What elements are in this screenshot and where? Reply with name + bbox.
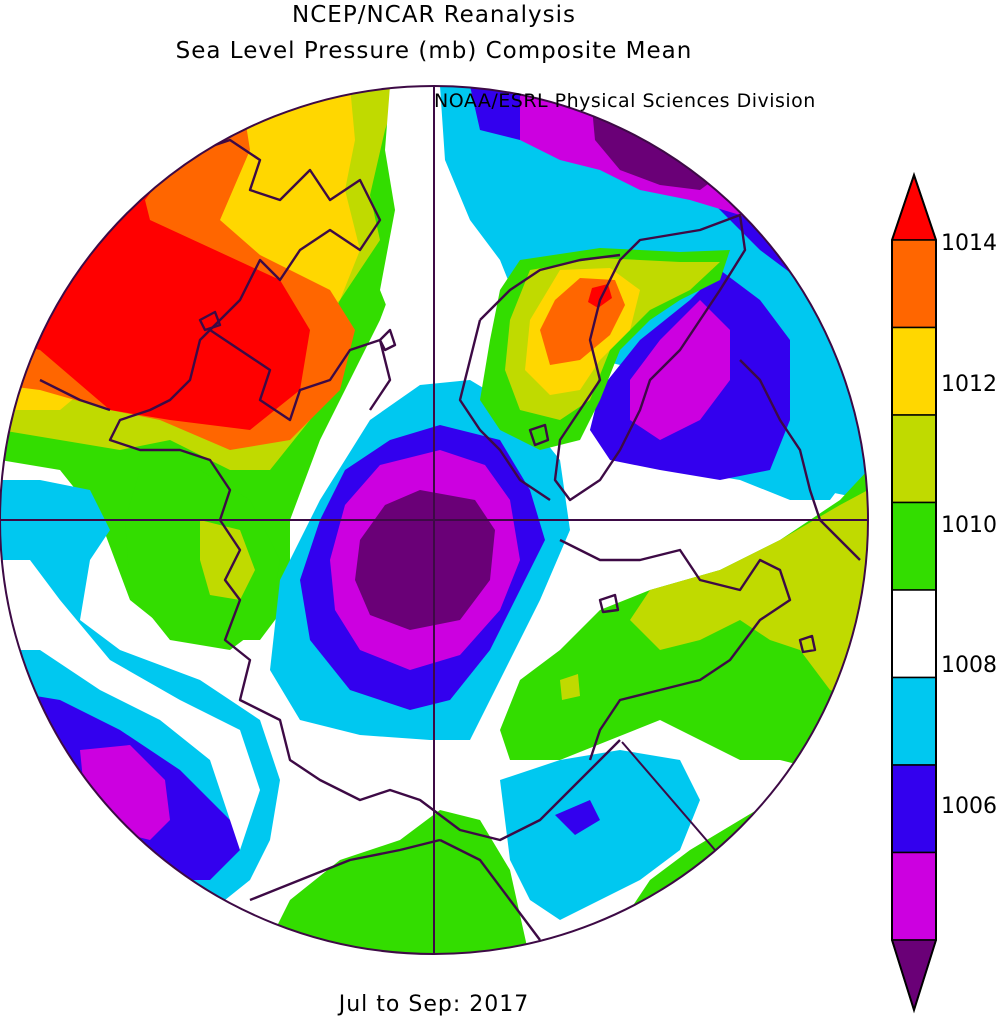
contour-central-low-1006 <box>355 490 495 630</box>
map-line-segment <box>621 741 716 851</box>
coast-canada-arctic <box>458 253 621 501</box>
credit-text: NOAA/ESRL Physical Sciences Division <box>434 90 816 112</box>
coast-islands <box>198 310 817 654</box>
colorbar-label-1006: 1006 <box>941 794 997 819</box>
title-line-2: Sea Level Pressure (mb) Composite Mean <box>175 38 693 64</box>
title-line-1: NCEP/NCAR Reanalysis <box>292 2 576 28</box>
coastlines <box>39 89 861 941</box>
contour-se-orange <box>760 830 868 940</box>
grid-lines <box>0 86 868 954</box>
contour-channel-white <box>380 86 520 360</box>
map-boundary <box>0 85 869 955</box>
coast-chukotka <box>209 329 392 422</box>
colorbar-label-1010: 1010 <box>941 513 997 538</box>
coast-greenland <box>553 213 747 502</box>
coast-siberia <box>108 138 621 842</box>
time-period-caption: Jul to Sep: 2017 <box>338 992 530 1017</box>
contour-east-yellow-dot <box>560 674 580 700</box>
coast-europe <box>559 538 792 761</box>
colorbar-label-1008: 1008 <box>941 653 997 678</box>
contour-se-red <box>740 880 770 920</box>
coast-scandinavia <box>739 359 861 561</box>
coast-canada-south <box>249 838 541 941</box>
colorbar-label-1014: 1014 <box>941 231 997 256</box>
contour-greenland-low-1007 <box>630 300 730 440</box>
contour-west-yellow-band <box>200 520 255 600</box>
contour-bottom-green <box>260 810 530 954</box>
contour-east-yellow <box>630 490 868 700</box>
colorbar-label-1012: 1012 <box>941 372 997 397</box>
contour-bottom-blue <box>555 800 600 835</box>
contour-bottom-cyan-1 <box>500 750 700 920</box>
